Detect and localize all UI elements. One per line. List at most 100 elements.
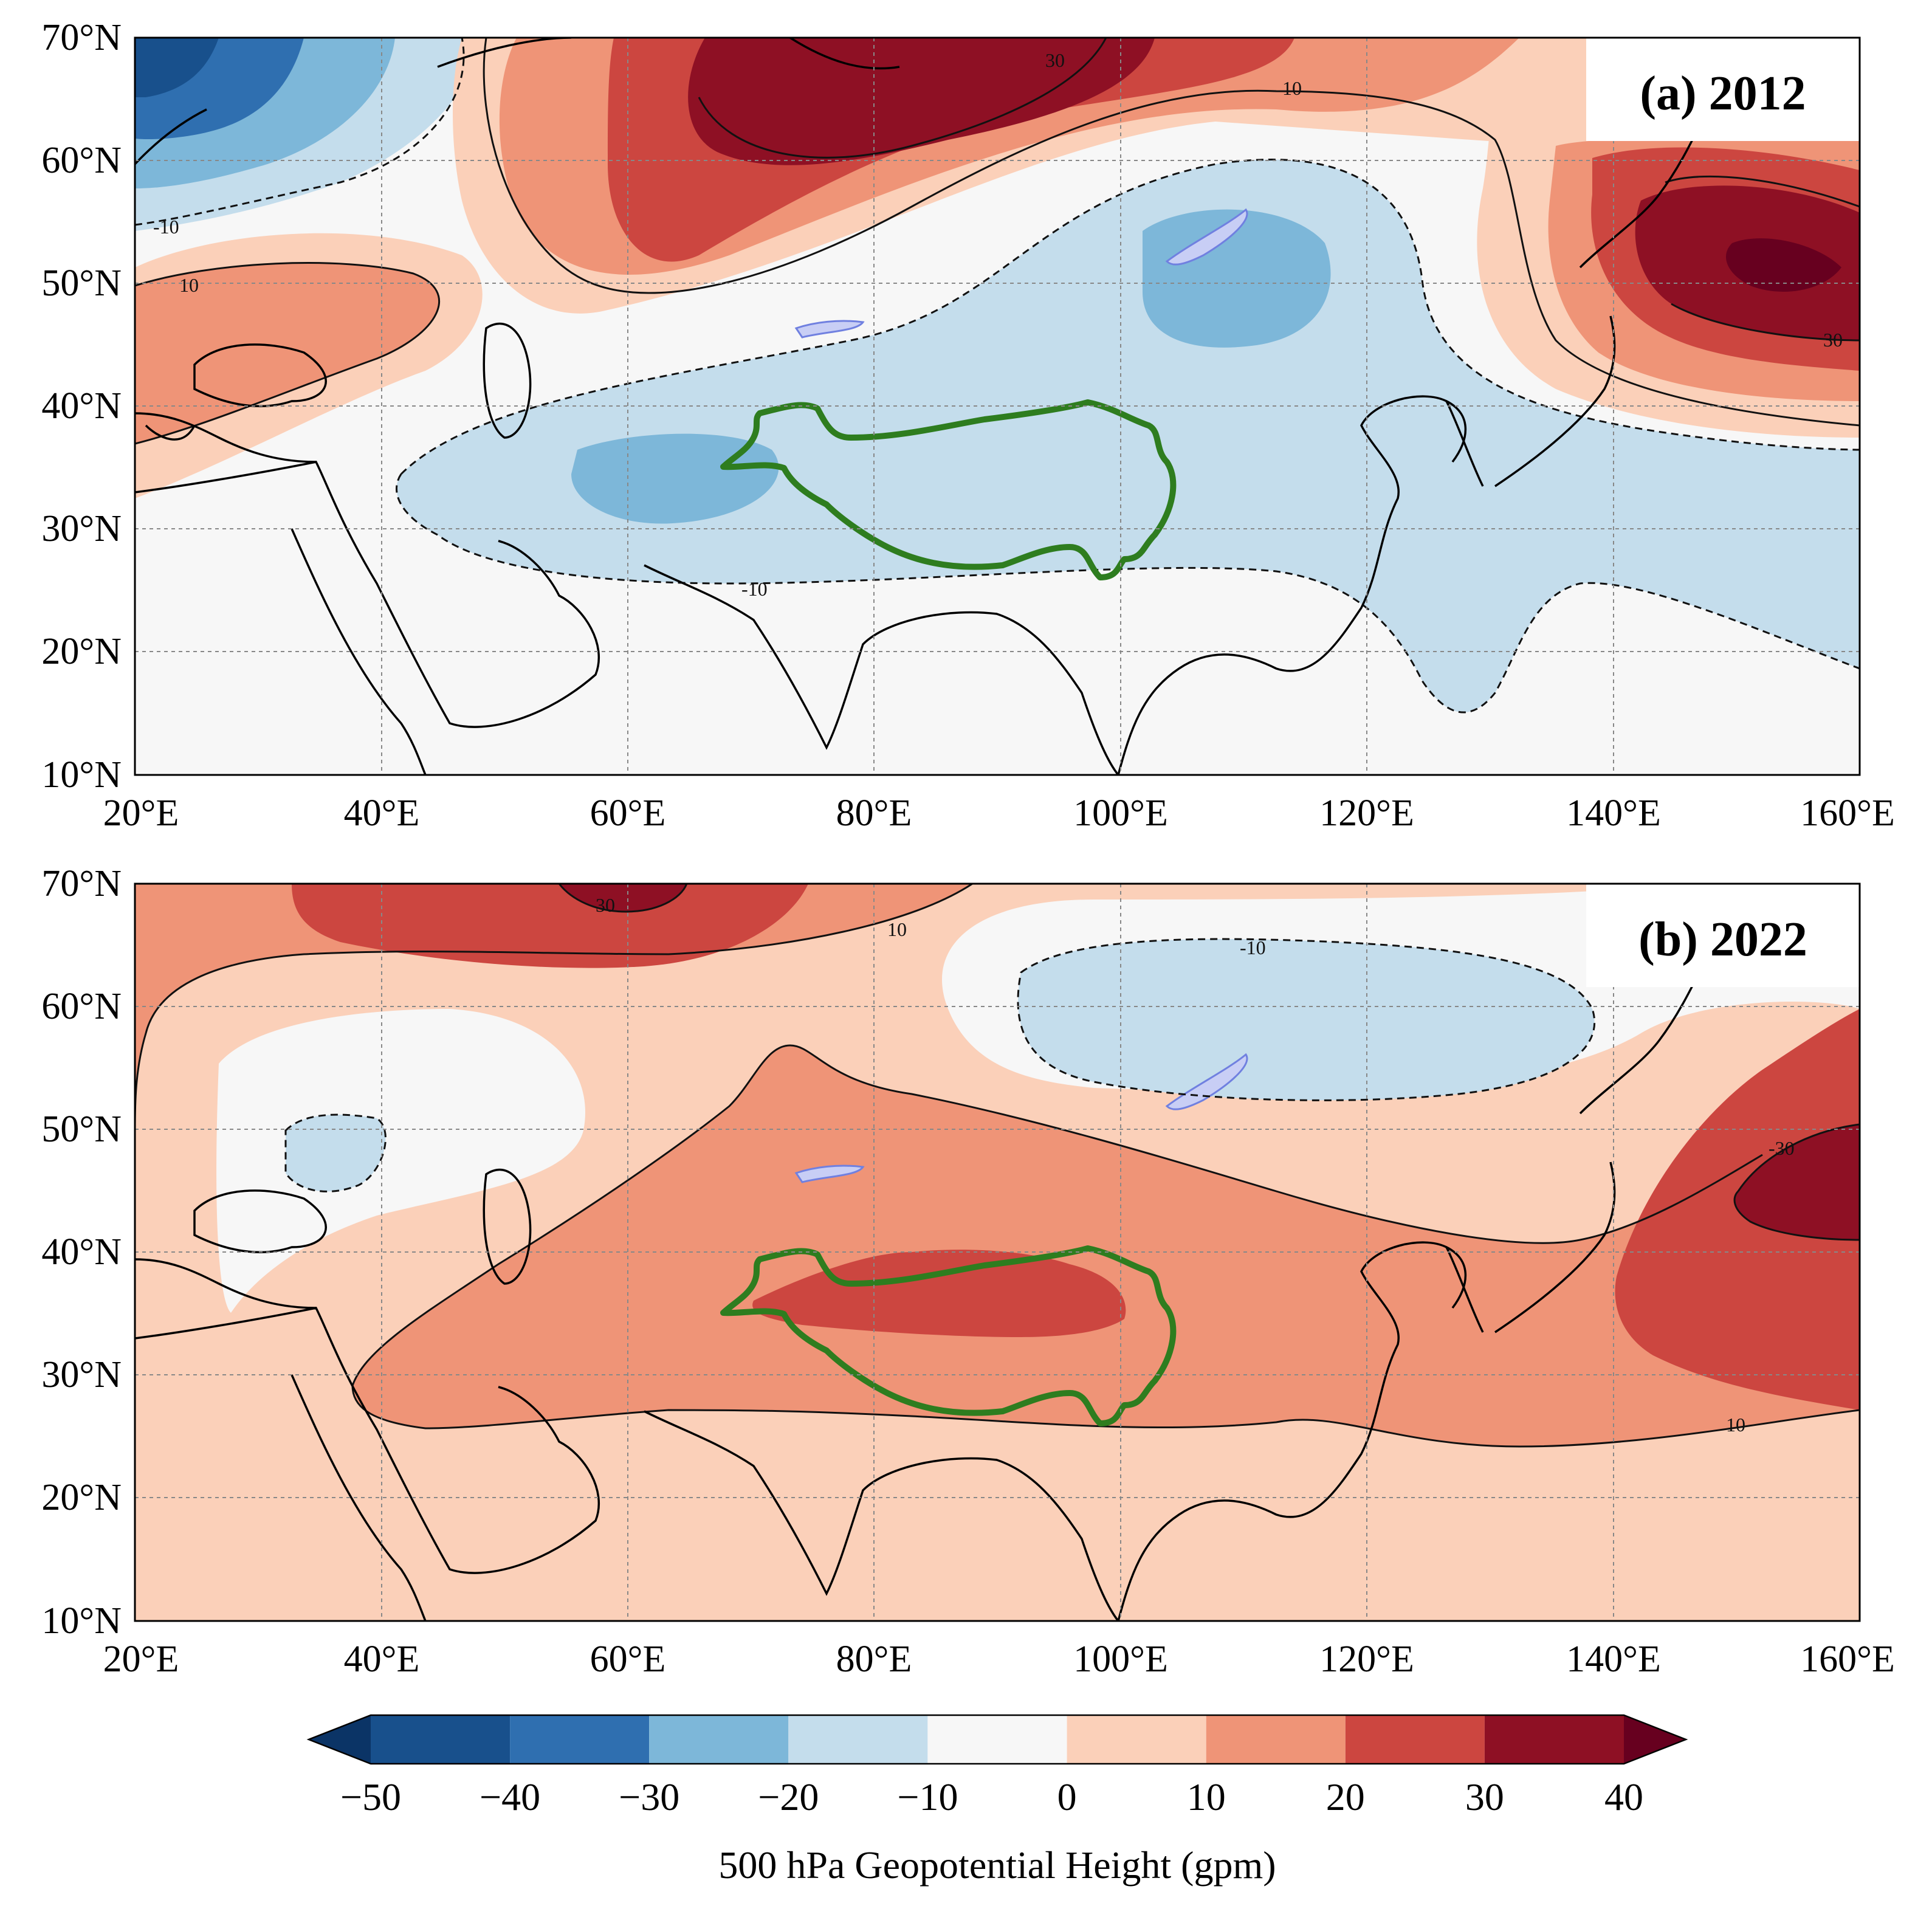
contour-label: 10 bbox=[1282, 77, 1302, 99]
contour-line bbox=[1665, 175, 1860, 342]
colorbar-segment bbox=[1206, 1715, 1346, 1764]
contour-label: 10 bbox=[1726, 1414, 1745, 1436]
colorbar-tick-label: −20 bbox=[758, 1775, 819, 1818]
contour-line bbox=[135, 38, 465, 226]
panel-b-contour-labels: 10 -10 -30 30 10 bbox=[596, 894, 1795, 1436]
lat-tick: 50°N bbox=[41, 1109, 122, 1150]
panel-b-title: (b) 2022 bbox=[1638, 913, 1807, 966]
lon-tick: 80°E bbox=[836, 793, 912, 834]
tibetan-plateau-outline bbox=[720, 399, 1177, 580]
colorbar-tick-label: −50 bbox=[340, 1775, 401, 1818]
contour-line bbox=[135, 262, 440, 445]
lon-tick: 40°E bbox=[344, 1639, 420, 1680]
lon-tick: 120°E bbox=[1319, 1639, 1414, 1680]
anomaly-positive-north-core bbox=[688, 38, 1155, 165]
lat-tick: 10°N bbox=[41, 754, 122, 796]
lon-tick: 60°E bbox=[590, 1639, 666, 1680]
contour-line bbox=[400, 159, 1860, 475]
lat-tick: 20°N bbox=[41, 1477, 122, 1518]
contour-line bbox=[558, 884, 688, 913]
colorbar-tick-label: 10 bbox=[1187, 1775, 1226, 1818]
lat-tick: 10°N bbox=[41, 1600, 122, 1642]
lon-tick: 140°E bbox=[1566, 1639, 1661, 1680]
lon-tick: 120°E bbox=[1319, 793, 1414, 834]
contour-label: 30 bbox=[596, 894, 615, 916]
coastline-black-sea bbox=[193, 343, 327, 408]
anomaly-negative-tibet-core bbox=[571, 433, 779, 524]
lake-baikal bbox=[1165, 1053, 1248, 1110]
colorbar-tick-label: 20 bbox=[1326, 1775, 1365, 1818]
contour-label: -10 bbox=[153, 216, 179, 238]
lake-balkhash bbox=[794, 320, 865, 339]
coastline-indochina-china bbox=[1117, 395, 1466, 775]
colorbar-segment bbox=[927, 1715, 1067, 1764]
colorbar-outline bbox=[306, 1714, 1688, 1765]
panel-b-frame bbox=[134, 882, 1861, 1622]
lake-baikal bbox=[1165, 208, 1248, 266]
lat-tick: 50°N bbox=[41, 263, 122, 304]
lat-tick: 40°N bbox=[41, 1231, 122, 1273]
panel-b-lon-ticks: 20°E 40°E 60°E 80°E 100°E 120°E 140°E 16… bbox=[103, 1639, 1895, 1680]
contour-line bbox=[351, 1044, 1763, 1386]
panel-a-frame bbox=[134, 36, 1861, 776]
anomaly-negative-central bbox=[396, 159, 1860, 713]
contour-line bbox=[284, 1113, 387, 1192]
contour-label: 30 bbox=[1823, 329, 1843, 351]
anomaly-positive-ne-peak bbox=[1726, 238, 1841, 292]
anomaly-positive-north-mid bbox=[292, 884, 808, 968]
colorbar-tick-label: −30 bbox=[619, 1775, 679, 1818]
lat-tick: 40°N bbox=[41, 385, 122, 427]
coastline-caspian bbox=[483, 1168, 532, 1285]
coastline-korea-japan bbox=[1445, 967, 1703, 1333]
lon-tick: 20°E bbox=[103, 793, 179, 834]
coastline-africa-arabia bbox=[135, 1307, 600, 1621]
lat-tick: 30°N bbox=[41, 508, 122, 549]
coastline-mediterranean bbox=[135, 412, 317, 463]
anomaly-negative-nw-peak bbox=[135, 38, 219, 97]
contour-label: -10 bbox=[741, 578, 768, 600]
colorbar-title: 500 hPa Geopotential Height (gpm) bbox=[718, 1843, 1276, 1887]
lat-tick: 30°N bbox=[41, 1354, 122, 1395]
contour-line bbox=[351, 1385, 1860, 1448]
colorbar-tick-label: 0 bbox=[1057, 1775, 1077, 1818]
lon-tick: 60°E bbox=[590, 793, 666, 834]
panel-a-title-box bbox=[1586, 38, 1860, 141]
lon-tick: 140°E bbox=[1566, 793, 1661, 834]
colorbar-segment bbox=[371, 1715, 511, 1764]
contour-label: 10 bbox=[179, 274, 199, 296]
anomaly-neutral-west bbox=[216, 1009, 586, 1313]
anomaly-negative-west bbox=[286, 1115, 386, 1192]
panel-b-title-box bbox=[1586, 884, 1860, 987]
colorbar-tick-label: −40 bbox=[480, 1775, 540, 1818]
panel-b-gridlines bbox=[135, 884, 1860, 1621]
colorbar-segment bbox=[1484, 1715, 1624, 1764]
panel-b-contours bbox=[135, 884, 1860, 1448]
colorbar-under-arrow bbox=[309, 1715, 371, 1764]
contour-label: -30 bbox=[1769, 1137, 1795, 1159]
anomaly-positive-north-core bbox=[559, 884, 687, 912]
lat-tick: 20°N bbox=[41, 631, 122, 672]
coastline-africa-arabia bbox=[135, 461, 600, 775]
colorbar-ticks: −50 −40 −30 −20 −10 0 10 20 30 40 bbox=[340, 1775, 1643, 1818]
lake-balkhash bbox=[794, 1165, 865, 1183]
lon-tick: 100°E bbox=[1073, 1639, 1168, 1680]
colorbar-segment bbox=[1067, 1715, 1206, 1764]
contour-label: 10 bbox=[887, 918, 907, 940]
lon-tick: 160°E bbox=[1800, 793, 1895, 834]
colorbar: −50 −40 −30 −20 −10 0 10 20 30 40 500 hP… bbox=[306, 1714, 1688, 1887]
contour-line bbox=[1733, 1123, 1860, 1241]
contour-line bbox=[396, 473, 1860, 714]
anomaly-positive-ne-core bbox=[1734, 1124, 1860, 1240]
contour-line bbox=[135, 884, 973, 1131]
lon-tick: 40°E bbox=[344, 793, 420, 834]
panel-a-contour-labels: -10 10 10 30 30 -10 bbox=[153, 49, 1843, 600]
lat-tick: 70°N bbox=[41, 17, 122, 58]
panel-a-title: (a) 2012 bbox=[1640, 67, 1806, 120]
anomaly-positive-central bbox=[352, 1045, 1860, 1447]
colorbar-segment bbox=[510, 1715, 650, 1764]
lat-tick: 60°N bbox=[41, 986, 122, 1027]
lon-tick: 80°E bbox=[836, 1639, 912, 1680]
coastline-india bbox=[644, 1410, 1119, 1621]
contour-line bbox=[698, 38, 1107, 159]
